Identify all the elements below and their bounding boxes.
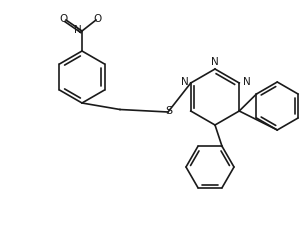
Text: S: S: [165, 106, 173, 116]
Text: O: O: [94, 14, 102, 24]
Text: O: O: [60, 14, 68, 24]
Text: N: N: [181, 77, 189, 87]
Text: N: N: [74, 25, 82, 35]
Text: N: N: [211, 57, 219, 67]
Text: N: N: [243, 77, 251, 87]
